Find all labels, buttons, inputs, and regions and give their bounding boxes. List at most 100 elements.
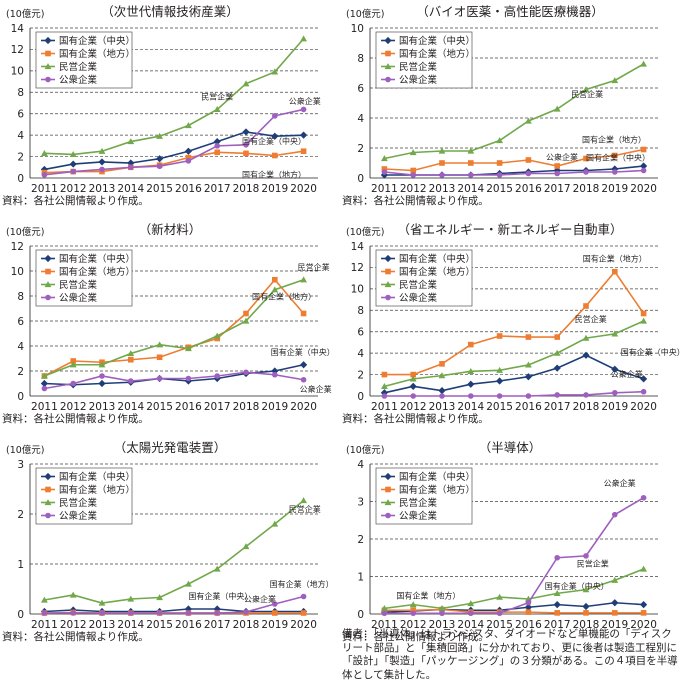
legend-marker-public (45, 76, 51, 83)
annotation-label: 民営企業 (577, 558, 609, 568)
data-point-public (243, 369, 249, 376)
data-point-local (612, 268, 618, 275)
y-unit-label: (10億元) (346, 444, 385, 456)
x-tick-label: 2011 (371, 619, 398, 631)
chart-title: （省エネルギー・新エネルギー自動車） (397, 222, 622, 237)
legend-label: 公衆企業 (399, 510, 438, 522)
data-point-private (582, 586, 590, 593)
x-tick-label: 2017 (544, 401, 571, 413)
data-point-public (410, 393, 416, 399)
annotation-label: 国有企業（中央） (271, 347, 335, 357)
data-point-local (381, 166, 388, 172)
data-point-public (439, 393, 445, 399)
data-point-public (128, 610, 134, 616)
data-point-private (185, 345, 192, 352)
chart-title: （バイオ医薬・高性能医療機器） (416, 4, 604, 19)
legend-box (375, 249, 473, 307)
x-tick-label: 2018 (573, 183, 600, 195)
data-point-private (242, 80, 250, 87)
data-point-central (553, 364, 561, 372)
series-line-public (44, 595, 304, 614)
x-tick-label: 2020 (630, 401, 657, 413)
data-point-private (41, 149, 48, 156)
data-point-public (214, 610, 220, 616)
x-tick-label: 2015 (486, 401, 513, 413)
data-point-public (156, 610, 163, 616)
legend-marker-public (45, 294, 51, 301)
data-point-private (525, 117, 532, 124)
data-point-private (438, 372, 446, 379)
data-point-central (409, 382, 417, 390)
data-point-private (582, 334, 590, 341)
data-point-public (410, 172, 416, 178)
y-tick-label: 2 (357, 534, 364, 546)
chart-panel-3: （新材料） (10億元) 0 2 4 6 8 10 12 2011 2012 2013 2014 2015… (0, 218, 340, 430)
legend-marker-local (385, 268, 391, 275)
data-point-private (409, 149, 417, 156)
chart-panel-5: （太陽光発電装置） (10億元) 0 1 2 3 2011 2012 2013 2014 2015 2… (0, 436, 340, 648)
legend-label: 民営企業 (59, 279, 98, 291)
source-note: 資料：各社公開情報より作成。 (2, 630, 149, 643)
data-point-private (271, 520, 279, 527)
data-point-local (439, 361, 445, 367)
legend-label: 公衆企業 (59, 74, 98, 86)
x-tick-label: 2020 (290, 183, 317, 195)
y-tick-label: 10 (351, 23, 364, 35)
data-point-private (467, 600, 475, 607)
data-point-local (300, 148, 307, 155)
data-point-public (496, 610, 503, 617)
data-point-public (185, 158, 192, 164)
series-line-public (384, 169, 644, 176)
x-tick-label: 2013 (429, 619, 456, 631)
data-point-local (300, 310, 307, 317)
y-tick-label: 3 (17, 459, 24, 471)
data-point-public (243, 141, 249, 148)
data-point-private (127, 350, 135, 357)
x-tick-label: 2020 (290, 619, 317, 631)
data-point-private (185, 122, 192, 129)
data-point-local (554, 334, 560, 340)
data-point-central (611, 365, 619, 373)
x-tick-label: 2018 (233, 183, 260, 195)
data-point-central (467, 380, 475, 388)
x-tick-label: 2015 (146, 401, 173, 413)
x-tick-label: 2019 (261, 619, 288, 631)
data-point-private (98, 361, 106, 368)
legend-label: 民営企業 (399, 279, 438, 291)
data-point-private (409, 375, 417, 382)
y-tick-label: 6 (17, 109, 24, 121)
legend-label: 国有企業（地方） (399, 484, 475, 496)
y-tick-label: 12 (351, 262, 364, 274)
data-point-private (98, 599, 106, 606)
data-point-private (611, 576, 619, 583)
data-point-central (438, 387, 446, 395)
data-point-public (583, 169, 589, 175)
data-point-private (553, 589, 561, 596)
y-tick-label: 6 (17, 316, 24, 328)
x-tick-label: 2015 (486, 183, 513, 195)
chart-panel-4: （省エネルギー・新エネルギー自動車） (10億元) 0 2 4 6 8 10 12 14 2011 2… (340, 218, 680, 430)
data-point-central (184, 147, 192, 155)
series-line-central (44, 363, 304, 386)
annotation-label: 国有企業（中央） (621, 347, 680, 357)
data-point-central (611, 599, 619, 607)
y-tick-label: 4 (357, 113, 364, 125)
y-tick-label: 12 (11, 44, 24, 56)
legend-label: 民営企業 (399, 497, 438, 509)
y-unit-label: (10億元) (6, 226, 45, 238)
data-point-private (640, 317, 647, 324)
legend-marker-public (385, 76, 391, 83)
data-point-local (300, 610, 307, 616)
source-note: 資料：各社公開情報より作成。 (2, 412, 149, 425)
x-tick-label: 2014 (117, 619, 144, 631)
y-tick-label: 0 (17, 609, 24, 621)
legend-marker-central (44, 254, 52, 263)
legend-marker-private (384, 281, 392, 288)
data-point-local (496, 333, 503, 339)
data-point-public (214, 143, 220, 149)
note-text: 備考：「半導体」はトランジスタ、ダイオードなど単機能の「ディスクリート部品」と「… (342, 628, 678, 681)
data-point-local (128, 356, 134, 363)
x-tick-label: 2014 (117, 183, 144, 195)
data-point-private (242, 317, 250, 324)
series-line-private (44, 38, 305, 156)
